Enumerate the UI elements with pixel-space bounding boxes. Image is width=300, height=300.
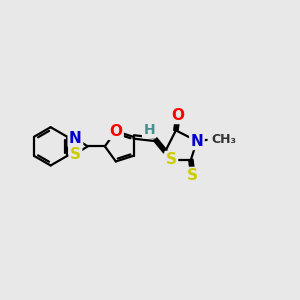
Text: S: S xyxy=(70,147,81,162)
Text: H: H xyxy=(143,123,155,137)
Text: O: O xyxy=(171,108,184,123)
Text: O: O xyxy=(110,124,122,139)
Text: N: N xyxy=(69,131,82,146)
Text: S: S xyxy=(187,168,198,183)
Text: CH₃: CH₃ xyxy=(211,134,236,146)
Text: N: N xyxy=(190,134,203,148)
Text: S: S xyxy=(166,152,177,167)
